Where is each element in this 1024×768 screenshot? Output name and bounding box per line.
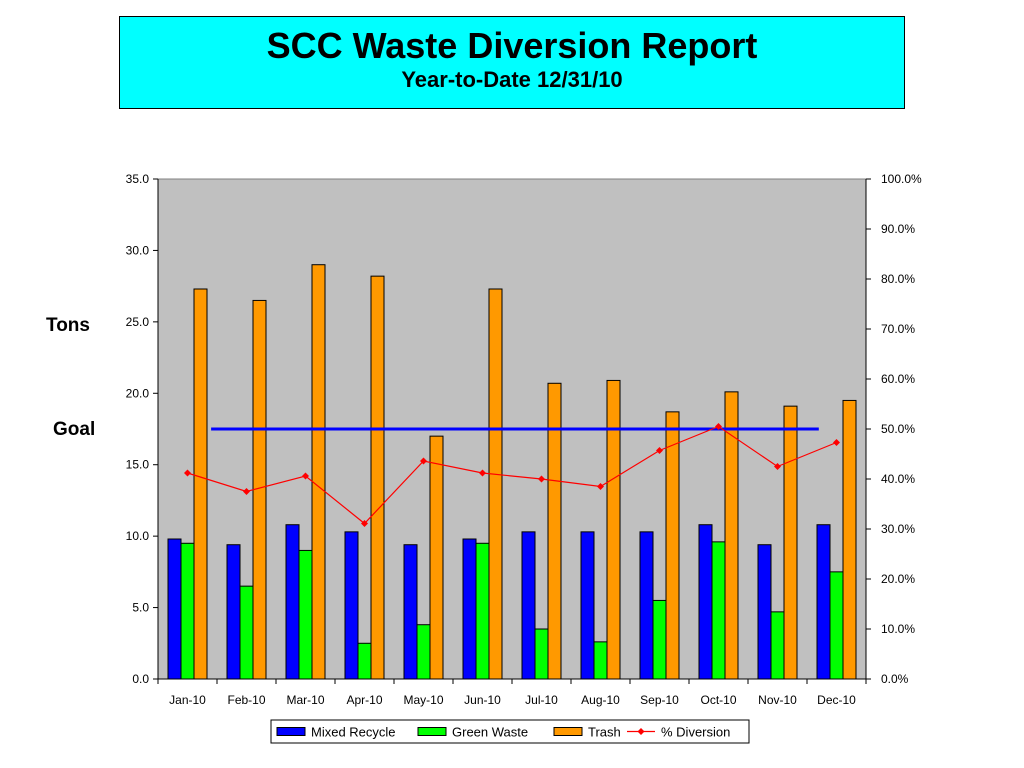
bar-green-waste (180, 542, 195, 680)
bar-green-waste (416, 624, 431, 680)
bar-green-waste (357, 642, 372, 680)
diversion-point (597, 483, 604, 490)
diversion-point (302, 472, 309, 480)
diversion-point (715, 423, 722, 430)
bar-mixed-recycle (167, 538, 182, 680)
bar-trash (311, 264, 326, 680)
bar-trash (842, 399, 857, 680)
right-axis-tick-label: 10.0% (881, 622, 915, 636)
tons-label: Tons (46, 315, 90, 336)
x-axis-tick-label: Mar-10 (286, 693, 324, 707)
right-axis-tick-label: 70.0% (881, 322, 915, 336)
bar-trash (429, 435, 444, 680)
bar-trash (665, 411, 680, 680)
legend-label: Trash (588, 725, 621, 740)
legend-swatch (553, 727, 583, 736)
bar-mixed-recycle (403, 544, 418, 680)
x-axis-tick-label: Jun-10 (464, 693, 501, 707)
x-axis-tick-label: Jul-10 (525, 693, 558, 707)
x-axis-tick-label: May-10 (403, 693, 443, 707)
goal-label: Goal (53, 419, 96, 440)
bar-green-waste (770, 611, 785, 680)
x-axis-tick-label: Apr-10 (346, 693, 382, 707)
right-axis-tick-label: 0.0% (881, 672, 909, 686)
legend-swatch (417, 727, 447, 736)
left-axis-tick-label: 20.0 (126, 386, 150, 400)
right-axis-tick-label: 30.0% (881, 522, 915, 536)
legend-swatch (276, 727, 306, 736)
bar-trash (488, 288, 503, 680)
left-axis-tick-label: 5.0 (132, 601, 149, 615)
left-axis-tick-label: 30.0 (126, 243, 150, 257)
report-header: SCC Waste Diversion Report Year-to-Date … (119, 16, 905, 109)
diversion-point (833, 439, 840, 446)
bar-trash (193, 288, 208, 680)
legend-box (270, 719, 750, 744)
bar-green-waste (475, 542, 490, 680)
bar-trash (606, 379, 621, 680)
legend-label: % Diversion (661, 725, 730, 740)
bar-mixed-recycle (816, 524, 831, 680)
diversion-point (243, 488, 250, 495)
right-axis-tick-label: 50.0% (881, 422, 915, 436)
right-axis-tick-label: 90.0% (881, 222, 915, 236)
bar-mixed-recycle (698, 524, 713, 680)
report-title: SCC Waste Diversion Report (266, 25, 758, 66)
right-axis-tick-label: 100.0% (881, 172, 922, 186)
diversion-point (656, 447, 663, 454)
bar-mixed-recycle (521, 531, 536, 680)
left-axis-tick-label: 10.0 (126, 529, 150, 543)
bar-green-waste (829, 571, 844, 680)
diversion-line (187, 425, 837, 525)
report-subtitle: Year-to-Date 12/31/10 (401, 67, 623, 92)
x-axis-tick-label: Jan-10 (169, 693, 206, 707)
legend-label: Mixed Recycle (311, 725, 396, 740)
right-axis-tick-label: 20.0% (881, 572, 915, 586)
bar-trash (370, 275, 385, 680)
bar-mixed-recycle (639, 531, 654, 680)
left-axis-tick-label: 0.0 (132, 672, 149, 686)
bar-green-waste (593, 641, 608, 680)
bar-green-waste (534, 628, 549, 680)
bar-green-waste (711, 541, 726, 680)
x-axis-tick-label: Feb-10 (227, 693, 265, 707)
bar-mixed-recycle (580, 531, 595, 680)
left-axis-tick-label: 25.0 (126, 315, 150, 329)
x-axis-tick-label: Aug-10 (581, 693, 620, 707)
x-axis-tick-label: Dec-10 (817, 693, 856, 707)
left-axis-tick-label: 15.0 (126, 458, 150, 472)
diversion-point (361, 520, 368, 527)
left-axis-tick-label: 35.0 (126, 172, 150, 186)
right-axis-tick-label: 40.0% (881, 472, 915, 486)
legend-swatch-marker (637, 728, 645, 735)
x-axis-tick-label: Oct-10 (700, 693, 736, 707)
bar-mixed-recycle (344, 531, 359, 680)
right-axis-tick-label: 60.0% (881, 372, 915, 386)
x-axis-tick-label: Nov-10 (758, 693, 797, 707)
bar-green-waste (652, 599, 667, 680)
diversion-point (184, 469, 191, 477)
bar-trash (783, 405, 798, 680)
bar-trash (724, 391, 739, 680)
diversion-point (420, 457, 427, 465)
bar-trash (547, 382, 562, 680)
legend-label: Green Waste (452, 725, 528, 740)
diversion-point (479, 469, 486, 477)
bar-mixed-recycle (757, 544, 772, 680)
bar-mixed-recycle (226, 544, 241, 680)
diversion-point (774, 463, 781, 470)
bar-mixed-recycle (462, 538, 477, 680)
bar-green-waste (239, 585, 254, 680)
diversion-point (538, 475, 545, 483)
bar-mixed-recycle (285, 524, 300, 680)
bar-green-waste (298, 549, 313, 680)
x-axis-tick-label: Sep-10 (640, 693, 679, 707)
right-axis-tick-label: 80.0% (881, 272, 915, 286)
